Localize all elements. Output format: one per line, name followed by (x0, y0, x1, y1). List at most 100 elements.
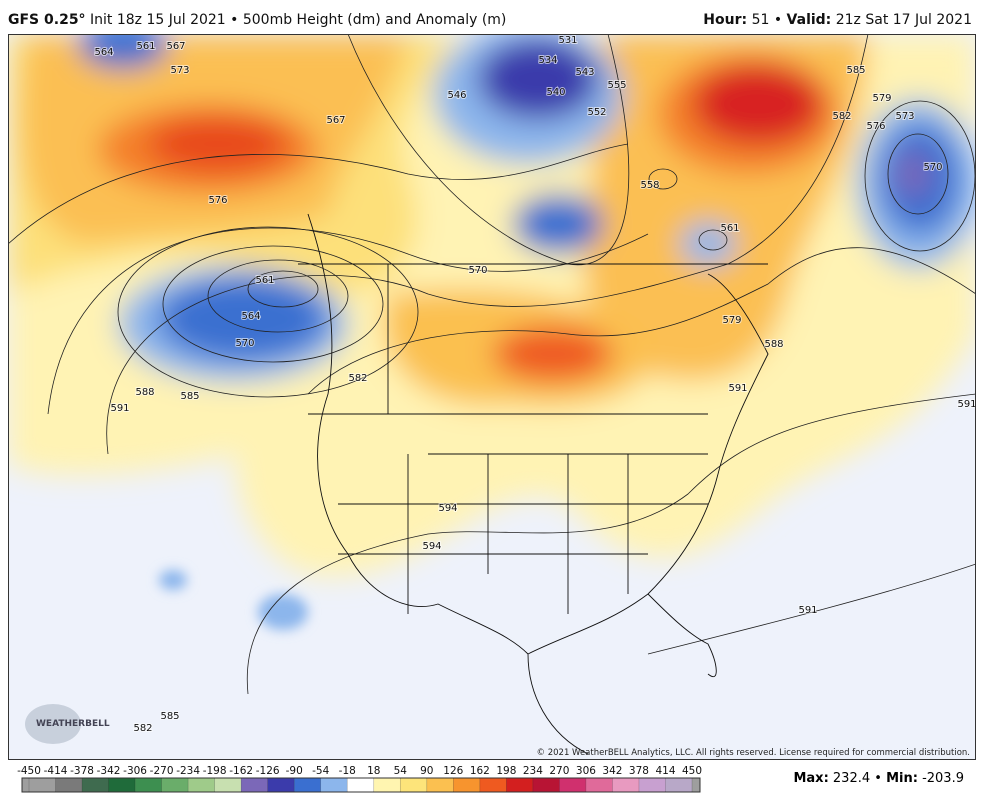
colorbar-tick-label: 198 (496, 765, 516, 777)
colorbar-tick-label: 90 (420, 765, 433, 777)
colorbar-tick-label: 342 (602, 765, 622, 777)
contour-label: 582 (348, 373, 367, 384)
contour-label: 576 (208, 195, 227, 206)
colorbar-tick-label: -126 (256, 765, 280, 777)
contour-label: 543 (575, 67, 594, 78)
contours (8, 34, 976, 695)
contour-label: 588 (135, 387, 154, 398)
colorbar-swatch (135, 778, 162, 792)
contour-label: 561 (136, 41, 155, 52)
contour-label: 576 (866, 121, 885, 132)
contour-label: 567 (326, 115, 345, 126)
colorbar-swatch (347, 778, 374, 792)
colorbar-swatch (55, 778, 83, 792)
colorbar-swatch (214, 778, 242, 792)
colorbar-swatch (426, 778, 454, 792)
colorbar-swatch (188, 778, 215, 792)
colorbar-swatch (479, 778, 507, 792)
colorbar-swatch (559, 778, 586, 792)
valid-value: 21z Sat 17 Jul 2021 (835, 12, 972, 28)
colorbar-tick-label: -234 (176, 765, 200, 777)
colorbar-swatch (294, 778, 321, 792)
hour-label: Hour: (703, 12, 748, 28)
contour-label: 585 (160, 711, 179, 722)
colorbar-swatch (638, 778, 666, 792)
colorbar-tick-label: -306 (123, 765, 147, 777)
contour-label: 579 (872, 93, 891, 104)
colorbar-tick-label: -90 (286, 765, 303, 777)
contour-label: 567 (166, 41, 185, 52)
init-text: Init 18z 15 Jul 2021 • 500mb Height (dm)… (90, 12, 507, 28)
contour-label: 591 (957, 399, 976, 410)
colorbar-swatch (267, 778, 295, 792)
contour-label: 591 (728, 383, 747, 394)
max-value: 232.4 • (832, 771, 882, 786)
contour-label: 561 (255, 275, 274, 286)
hour-value: 51 • (751, 12, 783, 28)
contour-label: 591 (110, 403, 129, 414)
colorbar-tick-label: -270 (150, 765, 174, 777)
colorbar-tick-label: -18 (339, 765, 356, 777)
colorbar-swatch (585, 778, 613, 792)
contour-label: 564 (94, 47, 113, 58)
colorbar-swatch (241, 778, 268, 792)
contour-label: 570 (235, 338, 254, 349)
contour-label: 552 (587, 107, 606, 118)
contour-label: 585 (846, 65, 865, 76)
copyright: © 2021 WeatherBELL Analytics, LLC. All r… (537, 748, 970, 758)
colorbar-swatch (665, 778, 692, 792)
colorbar-swatch (532, 778, 560, 792)
contour-label: 564 (241, 311, 260, 322)
colorbar-border (21, 777, 701, 793)
colorbar: -450 -414 -378 -342 -306 -270 -234 -198 -162 -126… (17, 765, 702, 793)
anomaly-field (8, 34, 976, 760)
contour-labels: 564 561 567 573 567 576 561 564 570 588 585 591 582 5… (93, 34, 976, 735)
colorbar-tick-label: -450 (17, 765, 41, 777)
contour-label: 540 (546, 87, 565, 98)
logo-text: WEATHERBELL (36, 719, 110, 729)
header-right: Hour: 51 • Valid: 21z Sat 17 Jul 2021 (703, 12, 972, 28)
contour-label: 531 (558, 35, 577, 46)
colorbar-swatch (373, 778, 401, 792)
min-label: Min: (886, 771, 918, 786)
colorbar-tick-label: 450 (682, 765, 702, 777)
contour-label: 594 (438, 503, 457, 514)
contour-label: 573 (895, 111, 914, 122)
model: GFS 0.25° (8, 12, 86, 28)
colorbar-tick-label: 270 (549, 765, 569, 777)
colorbar-swatch (453, 778, 480, 792)
contour-label: 588 (764, 339, 783, 350)
coastlines (298, 213, 769, 755)
colorbar-tick-label: -378 (70, 765, 94, 777)
footer: Max: 232.4 • Min: -203.9 (793, 771, 964, 786)
colorbar-tick-label: -414 (44, 765, 68, 777)
colorbar-tick-label: 162 (470, 765, 490, 777)
map-border (8, 34, 976, 760)
contour-label: 594 (422, 541, 441, 552)
colorbar-tick-label: 126 (443, 765, 463, 777)
colorbar-tick-label: -342 (97, 765, 121, 777)
colorbar-tick-label: 306 (576, 765, 596, 777)
colorbar-tick-label: -162 (229, 765, 253, 777)
contour-label: 546 (447, 90, 466, 101)
contour-label: 555 (607, 80, 626, 91)
colorbar-swatch (108, 778, 136, 792)
contour-label: 582 (832, 111, 851, 122)
contour-label: 558 (640, 180, 659, 191)
contour-label: 585 (180, 391, 199, 402)
header-left: GFS 0.25° Init 18z 15 Jul 2021 • 500mb H… (8, 12, 506, 28)
colorbar-swatch (29, 778, 56, 792)
colorbar-tick-label: 18 (367, 765, 380, 777)
max-label: Max: (793, 771, 829, 786)
contour-label: 591 (798, 605, 817, 616)
contour-label: 582 (133, 723, 152, 734)
contour-label: 570 (923, 162, 942, 173)
contour-label: 579 (722, 315, 741, 326)
colorbar-swatch (612, 778, 639, 792)
colorbar-tick-label: 378 (629, 765, 649, 777)
contour-label: 573 (170, 65, 189, 76)
colorbar-swatch (161, 778, 189, 792)
colorbar-swatch (320, 778, 348, 792)
map: 564 561 567 573 567 576 561 564 570 588 585 591 582 5… (8, 34, 976, 760)
